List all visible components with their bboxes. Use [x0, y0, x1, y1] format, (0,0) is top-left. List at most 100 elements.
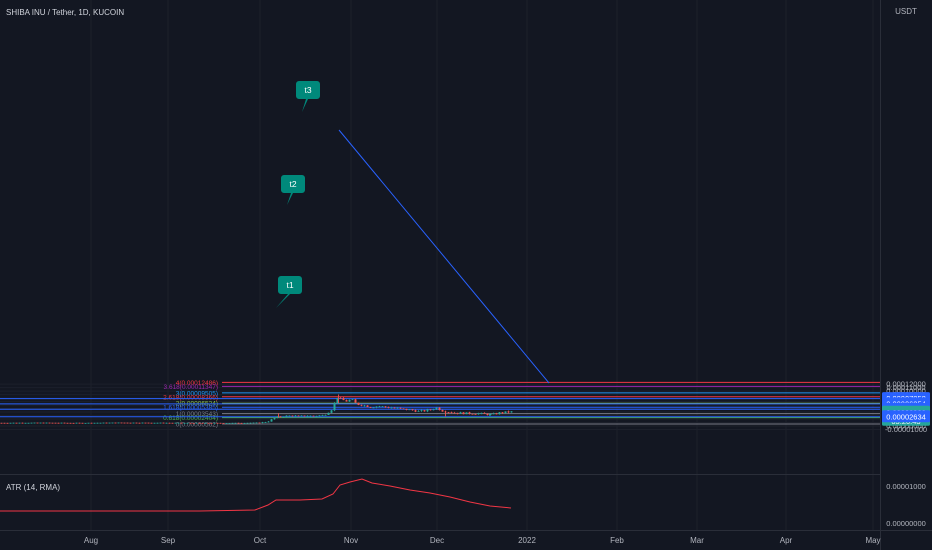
- candle-body: [237, 422, 240, 424]
- candle-body: [306, 415, 309, 417]
- candle-body: [465, 412, 468, 415]
- candle-body: [381, 406, 384, 408]
- price-label: -0.00001000: [885, 425, 927, 434]
- candle-body: [168, 422, 171, 424]
- candle-body: [162, 422, 165, 424]
- candle-body: [309, 415, 312, 417]
- atr-line: [0, 478, 512, 512]
- candle-body: [300, 415, 303, 417]
- candle-body: [261, 422, 264, 424]
- callout-label: t1: [286, 280, 293, 290]
- candle-body: [72, 423, 75, 424]
- candle-body: [78, 422, 81, 424]
- candle-body: [438, 407, 441, 411]
- candle-body: [360, 404, 363, 406]
- candle-body: [69, 422, 72, 424]
- candle-body: [81, 422, 84, 424]
- candle-body: [156, 422, 159, 424]
- candle-body: [102, 422, 105, 424]
- callouts[interactable]: t1 t2 t3: [276, 81, 320, 308]
- time-label: Dec: [430, 536, 444, 545]
- callout-t1[interactable]: t1: [276, 276, 302, 308]
- callout-t3[interactable]: t3: [296, 81, 320, 112]
- candle-body: [198, 422, 201, 424]
- candle-body: [471, 413, 474, 415]
- candle-body: [393, 407, 396, 409]
- candle-body: [33, 422, 36, 424]
- candle-body: [501, 412, 504, 414]
- candle-body: [219, 422, 222, 424]
- candle-body: [174, 422, 177, 424]
- candle-body: [423, 410, 426, 412]
- candle-body: [504, 411, 507, 414]
- candle-body: [315, 415, 318, 417]
- candle-body: [159, 422, 162, 424]
- candle-body: [366, 405, 369, 408]
- candle-body: [147, 422, 150, 424]
- candle-body: [480, 412, 483, 414]
- candle-body: [273, 418, 276, 420]
- candle-body: [267, 421, 270, 423]
- candle-body: [66, 422, 69, 424]
- candle-body: [243, 423, 246, 424]
- fib-level-label: 3(0.00009505): [176, 390, 218, 397]
- candle-body: [105, 422, 108, 424]
- candle-body: [51, 422, 54, 424]
- horizontal-lines[interactable]: [0, 398, 880, 418]
- candle-body: [402, 408, 405, 410]
- atr-axis-label: 0.00000000: [886, 519, 926, 528]
- candle-body: [153, 422, 156, 424]
- candle-body: [429, 409, 432, 411]
- time-axis[interactable]: Aug Sep Oct Nov Dec 2022 Feb Mar Apr May: [0, 530, 932, 546]
- atr-indicator-label: ATR (14, RMA): [6, 483, 61, 492]
- time-label: May: [865, 536, 880, 545]
- candle-body: [87, 422, 90, 424]
- candle-body: [48, 422, 51, 424]
- candle-body: [24, 422, 27, 424]
- candle-body: [180, 422, 183, 424]
- price-label: 0.00012000: [886, 380, 926, 389]
- price-label: 0.00011000: [886, 383, 925, 392]
- time-label: Oct: [254, 536, 267, 545]
- candle-body: [108, 422, 111, 424]
- candle-body: [123, 422, 126, 424]
- candle-body: [165, 422, 168, 424]
- candle-body: [327, 412, 330, 415]
- candle-body: [426, 409, 429, 412]
- price-badge: [882, 410, 930, 423]
- price-badge-text: 0.00002634: [886, 412, 926, 421]
- candle-body: [6, 422, 9, 424]
- candle-body: [204, 422, 207, 424]
- callout-bubble: [276, 276, 302, 308]
- candle-body: [144, 422, 147, 424]
- trendline[interactable]: [338, 129, 550, 384]
- candle-body: [207, 422, 210, 424]
- candle-body: [510, 411, 513, 413]
- candle-body: [333, 403, 336, 411]
- candle-body: [462, 412, 465, 415]
- candle-body: [495, 413, 498, 415]
- candle-body: [318, 415, 321, 417]
- candle-body: [387, 407, 390, 408]
- candle-body: [129, 422, 132, 424]
- candle-body: [45, 422, 48, 424]
- candle-body: [279, 416, 282, 418]
- candle-body: [486, 413, 489, 416]
- callout-t2[interactable]: t2: [281, 175, 305, 205]
- candle-body: [189, 422, 192, 424]
- atr-pane: 0.00001000 0.00000000: [0, 478, 926, 528]
- candle-body: [312, 415, 315, 417]
- candle-body: [96, 422, 99, 424]
- atr-axis-label: 0.00001000: [886, 482, 926, 491]
- candle-body: [216, 422, 219, 424]
- candle-body: [27, 422, 30, 424]
- candle-body: [345, 400, 348, 402]
- candle-body: [9, 422, 12, 424]
- candle-body: [468, 412, 471, 414]
- candle-body: [231, 422, 234, 424]
- time-label: Mar: [690, 536, 704, 545]
- fib-level-label: 4(0.00012486): [176, 380, 218, 387]
- candle-body: [192, 423, 195, 424]
